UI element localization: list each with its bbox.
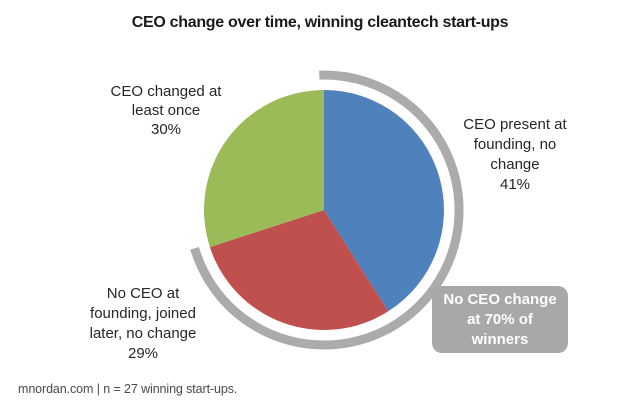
callout-text: No CEO change at 70% of winners [443,290,557,348]
pie-slice-no-ceo-at-founding [209,210,389,330]
source-note: mnordan.com | n = 27 winning start-ups. [18,382,238,396]
chart-title: CEO change over time, winning cleantech … [131,14,509,31]
pie-slice-ceo-present-at-founding [324,90,444,312]
label-ceo-changed: CEO changed at least once 30% [110,83,222,138]
label-ceo-present-at-founding: CEO present at founding, no change 41% [463,116,567,193]
label-no-ceo-at-founding: No CEO at founding, joined later, no cha… [89,285,197,362]
pie-slice-ceo-changed [204,90,324,248]
callout-no-ceo-change: No CEO change at 70% of winners [432,286,568,353]
